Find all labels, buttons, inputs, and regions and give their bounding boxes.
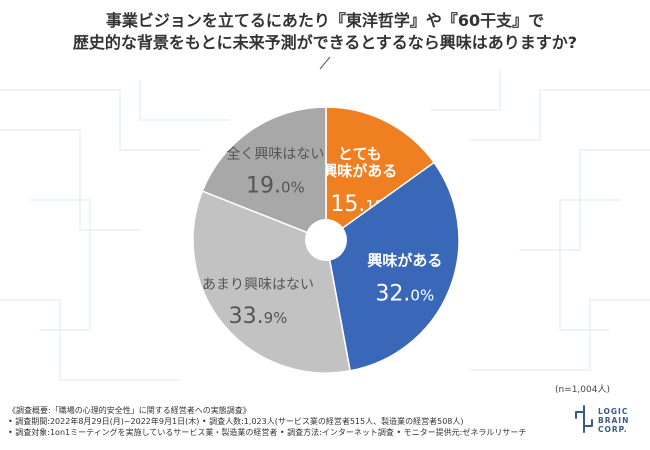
survey-footer: 《調査概要:「職場の心理的安全性」に関する経営者への実態調査》 • 調査期間:2… [8, 405, 548, 438]
logo-mark-icon [575, 405, 593, 433]
footer-line-3: • 調査対象:1on1ミーティングを実施しているサービス業・製造業の経営者 • … [8, 428, 527, 437]
title-divider-slash [319, 56, 331, 70]
chart-title-line-1: 事業ビジョンを立てるにあたり『東洋哲学』や『60干支』で [105, 11, 545, 30]
slice-label-3-line-0: 全く興味はない [226, 146, 324, 163]
sample-size-note: (n=1,004人) [554, 385, 610, 395]
slice-label-0-line-1: 興味がある [322, 162, 397, 180]
company-logo: LOGIC BRAIN CORP. [572, 404, 644, 440]
slice-value-2: 33.9% [229, 304, 288, 329]
slice-label-2-line-0: あまり興味はない [202, 277, 314, 293]
logo-text-line-3: CORP. [598, 425, 628, 434]
slice-label-0-line-0: とても [338, 145, 382, 163]
slice-value-3: 19.0% [246, 174, 305, 199]
pie-center-hole [305, 219, 347, 261]
chart-title: 事業ビジョンを立てるにあたり『東洋哲学』や『60干支』で 歴史的な背景をもとに未… [0, 10, 650, 54]
slice-label-1-line-0: 興味がある [367, 251, 442, 269]
pie-slice-0 [325, 106, 436, 242]
footer-line-2: • 調査期間:2022年8月29日(月)~2022年9月1日(木) • 調査人数… [8, 417, 464, 426]
footer-line-1: 《調査概要:「職場の心理的安全性」に関する経営者への実態調査》 [8, 406, 251, 415]
slice-value-1: 32.0% [375, 281, 434, 306]
logo-text-line-2: BRAIN [598, 416, 630, 425]
pie-slice-3 [201, 106, 327, 242]
chart-title-line-2: 歴史的な背景をもとに未来予測ができるとするなら興味はありますか? [72, 33, 578, 52]
logo-text-line-1: LOGIC [598, 407, 629, 416]
pie-slice-1 [325, 161, 460, 372]
